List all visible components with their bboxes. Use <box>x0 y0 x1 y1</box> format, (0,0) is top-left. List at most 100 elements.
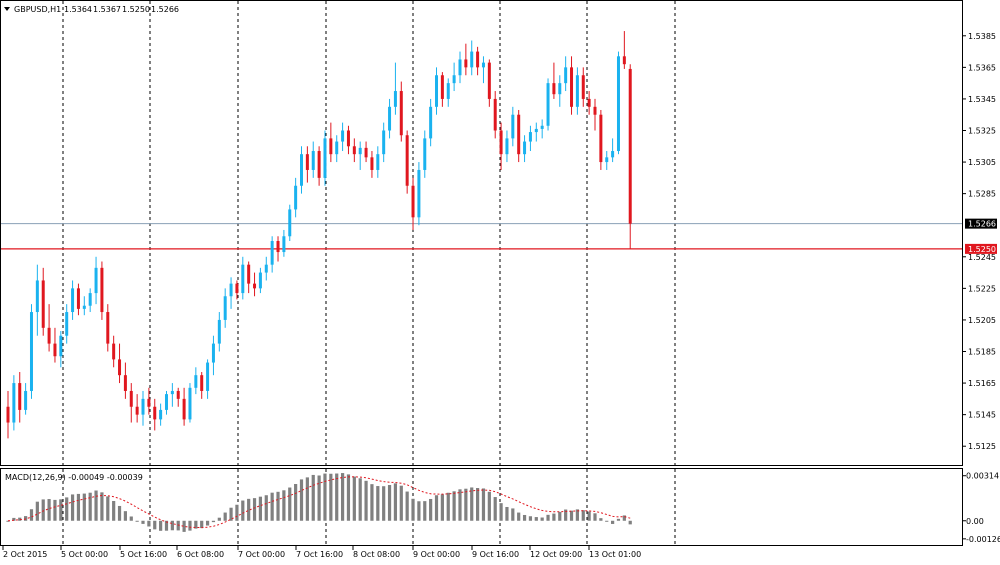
price-axis: 1.5385 1.5365 1.5345 1.5325 1.5305 1.5285 1.52… <box>962 32 997 451</box>
price-lines <box>1 223 962 250</box>
candle-body <box>323 138 327 178</box>
time-axis-label: 9 Oct 00:00 <box>413 550 460 559</box>
macd-histogram-bar <box>129 516 133 521</box>
macd-histogram-bar <box>182 520 186 532</box>
macd-histogram-bar <box>458 489 462 521</box>
candle-body <box>493 98 497 131</box>
macd-histogram-bar <box>511 508 515 521</box>
candle-body <box>358 147 362 155</box>
macd-histogram-bar <box>76 493 81 521</box>
macd-histogram-bar <box>622 515 626 521</box>
candle-body <box>147 398 151 407</box>
macd-histogram-bar <box>411 498 415 521</box>
candle-body <box>211 343 215 363</box>
chart-menu-triangle-icon[interactable] <box>4 7 10 11</box>
candle-body <box>411 185 415 218</box>
candle-body <box>12 383 16 423</box>
macd-histogram-bar <box>505 506 509 521</box>
price-axis-label: 1.5385 <box>968 32 996 41</box>
candlestick-series <box>6 31 632 439</box>
candle-body <box>399 91 403 136</box>
macd-histogram-bar <box>552 513 556 521</box>
candle-body <box>270 241 274 265</box>
macd-histogram-bar <box>470 487 474 521</box>
candle-body <box>376 154 380 170</box>
candle-body <box>605 157 609 163</box>
macd-histogram-bar <box>628 520 632 525</box>
macd-histogram-bar <box>205 520 210 526</box>
candle-body <box>341 130 345 142</box>
candle-body <box>18 383 22 410</box>
price-axis-label: 1.5305 <box>968 158 996 167</box>
macd-histogram-bar <box>317 475 321 521</box>
time-axis-label: 13 Oct 01:00 <box>589 550 641 559</box>
candle-body <box>317 151 321 178</box>
time-axis-label: 6 Oct 08:00 <box>177 550 224 559</box>
macd-histogram-bar <box>517 512 521 521</box>
candle-body <box>523 141 527 155</box>
macd-histogram-bar <box>382 486 386 521</box>
time-axis-label: 5 Oct 16:00 <box>120 550 167 559</box>
price-axis-label: 1.5205 <box>968 316 996 325</box>
time-axis-label: 7 Oct 00:00 <box>238 550 285 559</box>
candle-body <box>294 185 298 210</box>
macd-histogram-bar <box>299 479 304 521</box>
candle-body <box>88 293 92 306</box>
candle-body <box>440 75 444 99</box>
time-axis-label: 9 Oct 16:00 <box>472 550 519 559</box>
macd-histogram <box>6 473 632 532</box>
macd-histogram-bar <box>258 496 263 521</box>
macd-histogram-bar <box>88 492 92 521</box>
price-axis-label: 1.5245 <box>968 253 996 262</box>
macd-histogram-bar <box>605 520 609 522</box>
candle-body <box>446 83 450 99</box>
candle-body <box>241 264 245 294</box>
price-axis-label: 1.5125 <box>968 442 996 451</box>
candle-body <box>622 56 626 65</box>
candle-body <box>335 141 339 155</box>
candle-body <box>452 75 456 84</box>
macd-axis-label: 0.00314 <box>966 472 999 481</box>
macd-histogram-bar <box>329 473 333 521</box>
price-axis-label: 1.5285 <box>968 190 996 199</box>
candle-body <box>364 147 368 158</box>
macd-histogram-bar <box>282 490 286 521</box>
period-separators <box>62 1 676 545</box>
price-axis-label: 1.5145 <box>968 411 996 420</box>
candle-body <box>258 272 262 289</box>
macd-histogram-bar <box>247 498 251 521</box>
candle-body <box>429 106 433 139</box>
candle-body <box>352 146 356 155</box>
macd-histogram-bar <box>393 483 398 521</box>
candle-body <box>423 138 427 170</box>
candle-body <box>100 267 104 313</box>
candle-body <box>118 359 122 376</box>
candle-body <box>53 343 57 357</box>
price-axis-label: 1.5365 <box>968 63 996 72</box>
macd-histogram-bar <box>440 494 444 521</box>
candle-body <box>540 125 544 129</box>
chart-header-high: 1.5367 <box>93 5 121 14</box>
candle-body <box>628 68 632 224</box>
macd-histogram-bar <box>53 499 57 521</box>
candle-body <box>388 106 392 131</box>
macd-histogram-bar <box>164 520 169 531</box>
candle-body <box>135 406 139 415</box>
candle-body <box>511 114 515 139</box>
macd-histogram-bar <box>429 498 433 521</box>
macd-histogram-bar <box>235 504 239 521</box>
candle-body <box>112 343 116 360</box>
candle-body <box>393 91 397 107</box>
candle-body <box>464 59 468 68</box>
candle-body <box>346 130 350 147</box>
macd-indicator-label: MACD(12,26,9) -0.00049 -0.00039 <box>5 473 143 482</box>
macd-histogram-bar <box>323 473 327 521</box>
macd-histogram-bar <box>587 511 591 521</box>
candle-body <box>276 241 280 253</box>
candle-body <box>329 138 333 155</box>
candle-body <box>575 75 579 107</box>
macd-histogram-bar <box>593 513 597 521</box>
macd-histogram-bar <box>558 511 562 521</box>
macd-histogram-bar <box>117 505 122 521</box>
